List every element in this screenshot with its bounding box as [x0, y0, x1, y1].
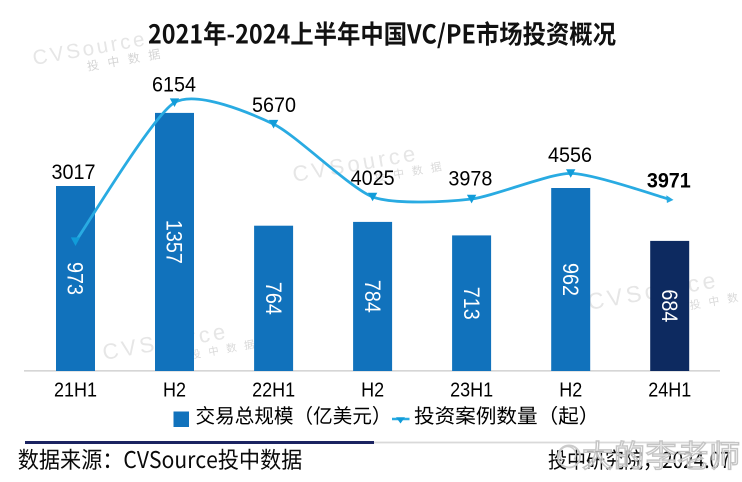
svg-text:H2: H2 — [361, 380, 384, 402]
svg-text:973: 973 — [62, 262, 86, 295]
svg-text:24H1: 24H1 — [648, 380, 691, 402]
svg-text:23H1: 23H1 — [450, 380, 493, 402]
svg-text:22H1: 22H1 — [252, 380, 295, 402]
svg-text:3971: 3971 — [647, 169, 691, 193]
svg-text:4025: 4025 — [351, 166, 395, 190]
svg-text:21H1: 21H1 — [54, 380, 97, 402]
svg-text:784: 784 — [360, 280, 384, 313]
svg-text:H2: H2 — [559, 380, 582, 402]
svg-text:3978: 3978 — [448, 167, 492, 191]
svg-text:6154: 6154 — [152, 73, 196, 97]
svg-text:3017: 3017 — [52, 160, 96, 184]
svg-text:4556: 4556 — [548, 143, 592, 167]
svg-text:5670: 5670 — [252, 93, 296, 117]
svg-text:684: 684 — [657, 289, 681, 322]
svg-text:764: 764 — [261, 282, 285, 315]
svg-text:H2: H2 — [163, 380, 186, 402]
svg-text:1357: 1357 — [161, 220, 185, 264]
svg-text:962: 962 — [558, 263, 582, 296]
svg-text:713: 713 — [459, 287, 483, 320]
